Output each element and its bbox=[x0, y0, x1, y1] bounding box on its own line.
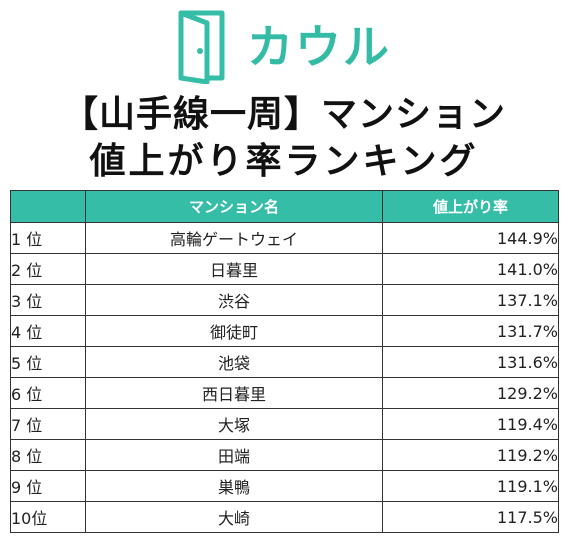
rank-cell: 4 位 bbox=[10, 315, 86, 347]
table-row: 8 位 田端 119.2% bbox=[10, 439, 559, 471]
rank-cell: 3 位 bbox=[10, 284, 86, 316]
door-logo-icon bbox=[178, 10, 225, 84]
mansion-name-cell: 池袋 bbox=[85, 346, 383, 378]
rate-cell: 119.1% bbox=[382, 470, 559, 502]
mansion-name-cell: 高輪ゲートウェイ bbox=[85, 222, 383, 254]
brand-logo: カウル bbox=[0, 6, 568, 88]
rate-cell: 141.0% bbox=[382, 253, 559, 285]
rank-cell: 7 位 bbox=[10, 408, 86, 440]
ranking-table: マンション名 値上がり率 1 位 高輪ゲートウェイ 144.9% 2 位 日暮里… bbox=[10, 190, 559, 533]
table-row: 5 位 池袋 131.6% bbox=[10, 346, 559, 378]
name-column-header: マンション名 bbox=[85, 190, 383, 223]
table-row: 1 位 高輪ゲートウェイ 144.9% bbox=[10, 222, 559, 254]
table-row: 7 位 大塚 119.4% bbox=[10, 408, 559, 440]
rank-cell: 5 位 bbox=[10, 346, 86, 378]
rank-column-header bbox=[10, 190, 86, 223]
mansion-name-cell: 巣鴨 bbox=[85, 470, 383, 502]
mansion-name-cell: 御徒町 bbox=[85, 315, 383, 347]
rank-cell: 1 位 bbox=[10, 222, 86, 254]
rate-cell: 129.2% bbox=[382, 377, 559, 409]
rate-cell: 137.1% bbox=[382, 284, 559, 316]
rank-cell: 9 位 bbox=[10, 470, 86, 502]
rank-cell: 10位 bbox=[10, 501, 86, 533]
table-row: 2 位 日暮里 141.0% bbox=[10, 253, 559, 285]
rate-cell: 131.7% bbox=[382, 315, 559, 347]
table-row: 9 位 巣鴨 119.1% bbox=[10, 470, 559, 502]
page-title-line-2: 値上がり率ランキング bbox=[89, 141, 479, 182]
rank-cell: 2 位 bbox=[10, 253, 86, 285]
table-header-row: マンション名 値上がり率 bbox=[10, 190, 559, 223]
rank-cell: 6 位 bbox=[10, 377, 86, 409]
mansion-name-cell: 田端 bbox=[85, 439, 383, 471]
rate-cell: 119.2% bbox=[382, 439, 559, 471]
page-title-line-1: 【山手線一周】マンション bbox=[61, 94, 506, 135]
rate-column-header: 値上がり率 bbox=[382, 190, 559, 223]
table-row: 4 位 御徒町 131.7% bbox=[10, 315, 559, 347]
mansion-name-cell: 大崎 bbox=[85, 501, 383, 533]
table-row: 6 位 西日暮里 129.2% bbox=[10, 377, 559, 409]
mansion-name-cell: 日暮里 bbox=[85, 253, 383, 285]
brand-name: カウル bbox=[247, 20, 391, 74]
rate-cell: 131.6% bbox=[382, 346, 559, 378]
mansion-name-cell: 渋谷 bbox=[85, 284, 383, 316]
rate-cell: 117.5% bbox=[382, 501, 559, 533]
rate-cell: 119.4% bbox=[382, 408, 559, 440]
mansion-name-cell: 西日暮里 bbox=[85, 377, 383, 409]
rate-cell: 144.9% bbox=[382, 222, 559, 254]
table-row: 3 位 渋谷 137.1% bbox=[10, 284, 559, 316]
rank-cell: 8 位 bbox=[10, 439, 86, 471]
mansion-name-cell: 大塚 bbox=[85, 408, 383, 440]
table-row: 10位 大崎 117.5% bbox=[10, 501, 559, 533]
